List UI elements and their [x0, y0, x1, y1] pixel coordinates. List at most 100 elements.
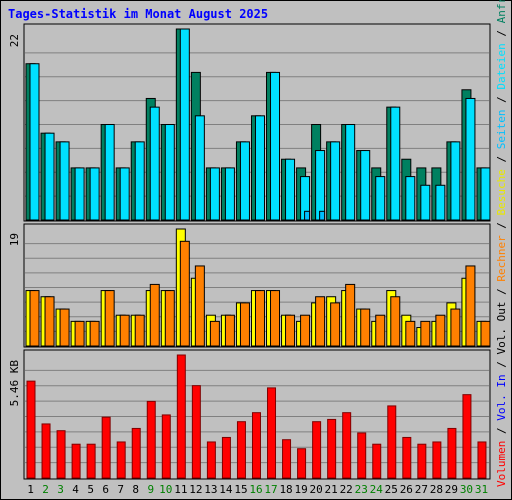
bar-volumen-day-3	[56, 430, 66, 479]
legend-item-seiten: Seiten	[495, 109, 508, 149]
legend-item-besuche: Besuche	[495, 169, 508, 215]
bar-dateien-day-28	[435, 184, 446, 221]
bar-rechner-day-18	[285, 314, 296, 347]
bar-dateien-day-7	[119, 167, 130, 221]
bar-rechner-day-27	[420, 320, 431, 347]
bar-rechner-day-4	[74, 320, 85, 347]
day-label-28: 28	[430, 483, 443, 496]
bar-rechner-day-29	[450, 308, 461, 347]
bar-rechner-day-22	[345, 283, 356, 347]
bar-volumen-day-14	[221, 436, 231, 479]
day-label-5: 5	[87, 483, 94, 496]
bar-rechner-day-10	[164, 290, 175, 347]
legend-separator: /	[495, 90, 508, 110]
bar-volumen-day-20	[312, 421, 322, 479]
legend-separator: /	[495, 421, 508, 441]
legend-separator: /	[495, 149, 508, 169]
bar-volumen-day-16	[251, 412, 261, 479]
chart-title: Tages-Statistik im Monat August 2025	[8, 7, 269, 21]
volume-panel: 5.46 KB	[8, 349, 491, 480]
bar-dateien-day-9	[149, 106, 160, 221]
bar-dateien-day-31	[480, 167, 491, 221]
bar-volumen-day-31	[477, 441, 487, 479]
bar-dateien-day-26	[405, 176, 416, 221]
bar-dateien-day-2	[44, 132, 55, 221]
legend-separator: /	[495, 23, 508, 43]
bar-dateien-day-25	[390, 106, 401, 221]
bar-volumen-day-24	[372, 443, 382, 479]
bar-dateien-day-29	[450, 141, 461, 221]
bar-volumen-day-21	[327, 418, 337, 479]
day-label-13: 13	[204, 483, 217, 496]
bar-rechner-day-15	[239, 302, 250, 347]
legend-item-dateien: Dateien	[495, 43, 508, 89]
day-label-22: 22	[340, 483, 353, 496]
day-label-18: 18	[279, 483, 292, 496]
bar-volumen-day-4	[71, 443, 81, 479]
bar-volumen-day-30	[462, 394, 472, 479]
bar-rechner-day-16	[254, 290, 265, 347]
hits-panel: 22	[8, 23, 491, 222]
day-label-23: 23	[355, 483, 368, 496]
bar-volumen-day-27	[417, 443, 427, 479]
bar-volumen-day-22	[342, 412, 352, 479]
bar-dateien-day-6	[104, 124, 115, 221]
bar-volumen-day-2	[41, 423, 51, 479]
bar-rechner-day-20	[315, 296, 326, 347]
bar-dateien-day-15	[239, 141, 250, 221]
bar-volumen-day-17	[267, 387, 277, 479]
day-label-15: 15	[234, 483, 247, 496]
bar-volumen-day-13	[206, 441, 216, 479]
bar-dateien-day-5	[89, 167, 100, 221]
bar-dateien-day-30	[465, 97, 476, 221]
bar-volumen-day-29	[447, 427, 457, 479]
day-label-1: 1	[27, 483, 34, 496]
day-label-30: 30	[460, 483, 473, 496]
bar-dateien-day-3	[59, 141, 70, 221]
bar-rechner-day-26	[405, 320, 416, 347]
day-label-14: 14	[219, 483, 233, 496]
bar-dateien-day-23	[360, 150, 371, 221]
bar-rechner-day-28	[435, 314, 446, 347]
legend-item-vol_out: Vol. Out	[495, 302, 508, 355]
bar-dateien-day-11	[179, 28, 190, 221]
bar-dateien-day-16	[254, 115, 265, 221]
bar-rechner-day-14	[224, 314, 235, 347]
bar-rechner-day-25	[390, 296, 401, 347]
bar-dateien-day-10	[164, 124, 175, 221]
bar-volumen-day-19	[297, 448, 307, 479]
bar-rechner-day-17	[270, 290, 281, 347]
bar-volumen-day-5	[86, 443, 96, 479]
bar-seiten-day-20	[319, 210, 326, 221]
day-label-27: 27	[415, 483, 428, 496]
day-label-19: 19	[294, 483, 307, 496]
bar-rechner-day-21	[330, 302, 341, 347]
day-label-4: 4	[72, 483, 79, 496]
bar-rechner-day-1	[29, 290, 40, 347]
day-label-16: 16	[249, 483, 262, 496]
bar-rechner-day-3	[59, 308, 70, 347]
day-label-2: 2	[42, 483, 49, 496]
legend-item-anfragen: Anfragen	[495, 0, 508, 23]
day-label-29: 29	[445, 483, 458, 496]
chart-legend: Volumen / Vol. In / Vol. Out / Rechner /…	[495, 0, 508, 487]
day-label-9: 9	[147, 483, 154, 496]
bar-rechner-day-6	[104, 290, 115, 347]
bar-volumen-day-18	[282, 439, 292, 479]
bar-volumen-day-11	[176, 354, 186, 479]
bar-dateien-day-27	[420, 184, 431, 221]
day-label-7: 7	[117, 483, 124, 496]
bar-dateien-day-20	[315, 150, 326, 221]
day-label-21: 21	[325, 483, 338, 496]
bar-rechner-day-11	[179, 240, 190, 347]
bar-rechner-day-24	[375, 314, 386, 347]
bar-rechner-day-5	[89, 320, 100, 347]
bar-dateien-day-21	[330, 141, 341, 221]
bar-volumen-day-23	[357, 432, 367, 479]
bar-rechner-day-8	[134, 314, 145, 347]
bar-rechner-day-23	[360, 308, 371, 347]
bar-rechner-day-12	[194, 265, 205, 347]
bar-rechner-day-9	[149, 283, 160, 347]
visits-max-label: 19	[8, 233, 21, 246]
